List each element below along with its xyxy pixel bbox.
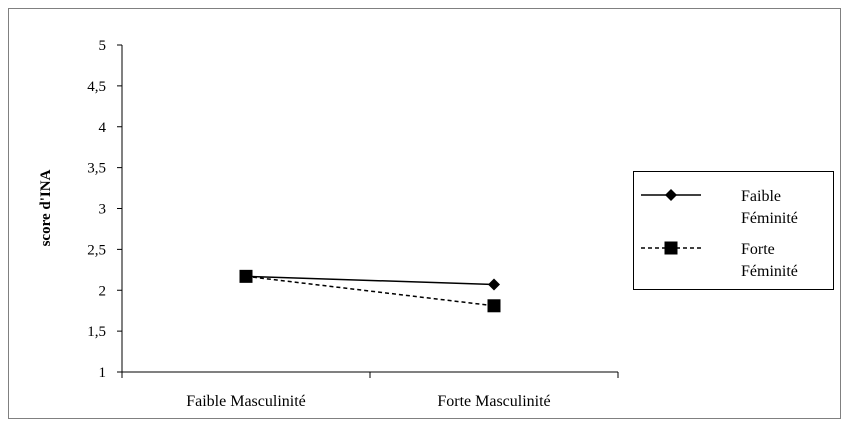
legend-label: Forte: [741, 241, 775, 258]
y-tick-label: 1: [99, 365, 107, 381]
legend-label: Faible: [741, 188, 781, 205]
y-tick-label: 2: [99, 283, 107, 299]
legend-marker: [664, 241, 678, 255]
x-axis: Faible Masculinité Forte Masculinité: [121, 371, 619, 410]
series-2: [239, 269, 501, 313]
x-category-label: Forte Masculinité: [437, 393, 550, 410]
legend-item-2: Forte Féminité: [641, 241, 798, 280]
series-1: [240, 270, 500, 291]
x-category-label: Faible Masculinité: [186, 393, 306, 410]
series-line: [245, 275, 495, 286]
y-tick-label: 5: [99, 38, 107, 54]
y-tick-label: 2,5: [87, 242, 106, 258]
data-point: [239, 269, 253, 283]
legend-marker: [665, 189, 677, 201]
y-tick-label: 4,5: [87, 79, 106, 95]
y-tick-label: 3,5: [87, 161, 106, 177]
legend-item-1: Faible Féminité: [641, 188, 798, 227]
data-point: [487, 299, 501, 313]
series-layer: [239, 269, 501, 313]
chart-border: [8, 8, 841, 419]
legend-label: Féminité: [741, 263, 798, 280]
legend-box: [633, 171, 834, 290]
data-point: [488, 278, 500, 291]
legend: Faible Féminité Forte Féminité: [633, 171, 834, 290]
y-tick-label: 1,5: [87, 324, 106, 340]
y-tick-label: 4: [99, 120, 107, 136]
y-tick-label: 3: [99, 202, 107, 218]
y-axis: 1 1,5 2 2,5 3 3,5 4 4,5 5: [87, 38, 123, 381]
legend-label: Féminité: [741, 210, 798, 227]
y-axis-label: score d'INA: [38, 169, 54, 246]
